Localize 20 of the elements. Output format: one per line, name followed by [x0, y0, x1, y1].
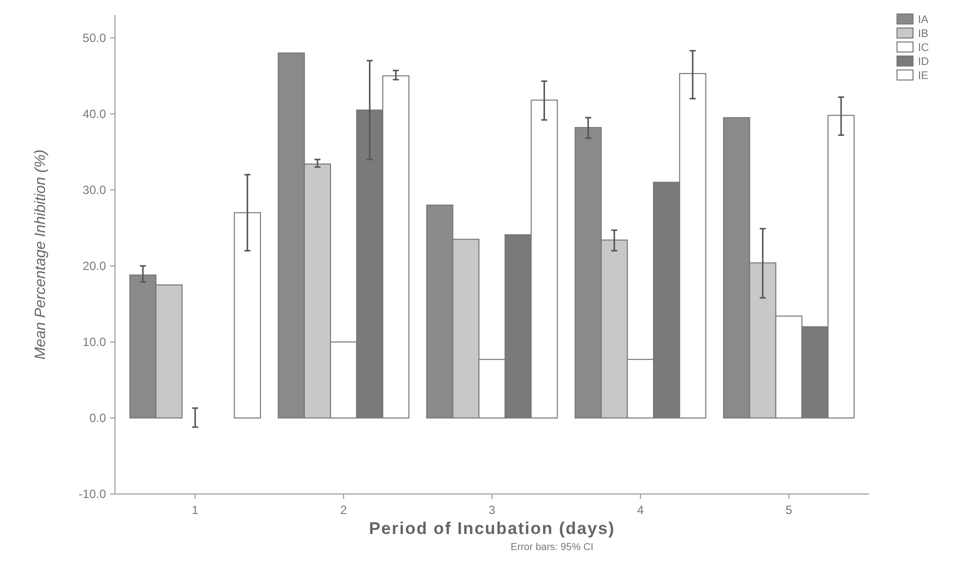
y-tick-label: 0.0 — [89, 411, 106, 426]
legend-label: IC — [918, 42, 930, 54]
x-tick-label: 4 — [637, 503, 644, 517]
x-tick-label: 5 — [786, 503, 793, 517]
legend-label: ID — [918, 56, 930, 68]
text: Error bars: 95% CI — [510, 542, 594, 553]
y-tick-label: 50.0 — [82, 31, 106, 46]
x-tick-label: 3 — [488, 503, 496, 517]
y-tick-label: 30.0 — [82, 183, 106, 198]
x-axis-title: Period of Incubation (days) — [368, 519, 616, 538]
y-axis-title: Mean Percentage Inhibition (%) — [32, 149, 49, 360]
y-tick-label: 20.0 — [82, 259, 106, 274]
x-tick-label: 1 — [192, 503, 199, 517]
x-tick-label: 2 — [340, 503, 348, 517]
y-tick-label: -10.0 — [78, 487, 106, 502]
legend-label: IB — [918, 28, 928, 40]
legend-label: IE — [918, 70, 928, 82]
y-tick-label: 40.0 — [82, 107, 106, 122]
legend-label: IA — [918, 14, 930, 26]
y-tick-label: 10.0 — [82, 335, 106, 350]
